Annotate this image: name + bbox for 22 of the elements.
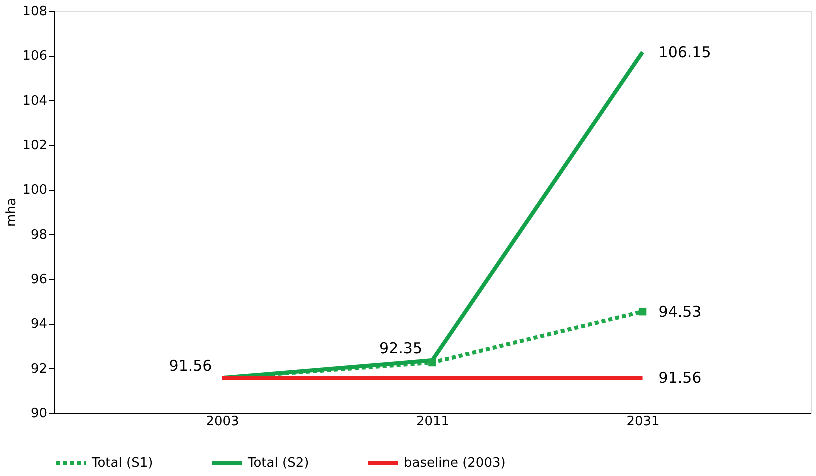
- data-label: 92.35: [380, 340, 422, 358]
- y-axis-title: mha: [4, 198, 20, 227]
- legend-label: baseline (2003): [404, 456, 506, 471]
- x-tick-label: 2011: [416, 414, 450, 430]
- legend-label: Total (S1): [91, 456, 154, 471]
- legend-label: Total (S2): [247, 456, 310, 471]
- y-tick-label: 92: [30, 362, 48, 377]
- y-tick-label: 100: [22, 183, 48, 198]
- data-label: 91.56: [658, 369, 702, 388]
- y-tick-label: 94: [30, 317, 48, 332]
- y-tick-label: 90: [30, 406, 48, 422]
- y-tick-label: 98: [30, 228, 48, 243]
- data-label: 91.56: [169, 357, 212, 376]
- y-tick-label: 108: [22, 4, 48, 20]
- y-tick-label: 104: [22, 94, 48, 109]
- data-label: 94.53: [658, 302, 702, 321]
- y-tick-label: 102: [22, 138, 48, 154]
- x-tick-label: 2031: [626, 414, 660, 430]
- y-tick-label: 106: [22, 49, 48, 64]
- y-tick-label: 96: [30, 272, 48, 288]
- x-tick-label: 2003: [206, 414, 240, 430]
- data-label: 106.15: [658, 43, 712, 62]
